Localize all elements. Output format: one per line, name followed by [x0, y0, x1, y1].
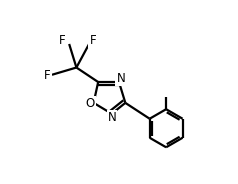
Text: N: N	[116, 72, 125, 85]
Text: O: O	[85, 97, 95, 110]
Text: N: N	[108, 111, 116, 124]
Text: F: F	[59, 34, 65, 47]
Text: F: F	[44, 69, 51, 82]
Text: F: F	[89, 34, 96, 47]
